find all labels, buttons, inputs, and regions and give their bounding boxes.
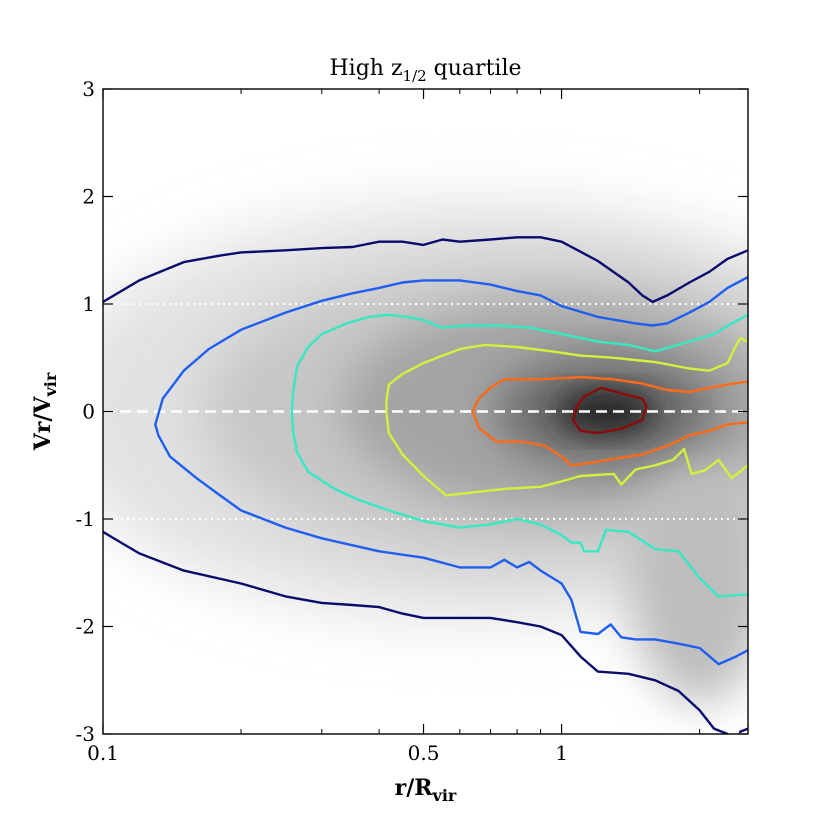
contour-lines [103, 236, 748, 734]
y-tick-label: 3 [82, 77, 95, 101]
y-axis-label: Vr/Vvir [30, 372, 60, 451]
density-tail [629, 463, 748, 704]
x-axis-label-subscript: vir [432, 786, 457, 805]
chart-title-suffix: quartile [427, 56, 522, 81]
plot-frame [102, 88, 749, 735]
contour-level-3-segment-0 [290, 313, 748, 598]
chart-title-subscript: 1/2 [403, 67, 427, 85]
y-tick-label: -3 [76, 722, 95, 746]
y-tick-label: -2 [76, 615, 95, 639]
contour-level-2-segment-0 [154, 275, 748, 666]
y-tick-label: -1 [76, 507, 95, 531]
y-axis-label-main: Vr/V [30, 396, 56, 452]
y-tick-label: 0 [82, 400, 95, 424]
chart-title: High z1/2 quartile [329, 56, 521, 85]
contour-level-4-segment-0 [385, 337, 748, 497]
y-tick-label: 2 [82, 185, 95, 209]
x-tick-label: 1 [555, 741, 568, 765]
x-tick-label: 0.1 [87, 741, 119, 765]
y-axis-label-subscript: vir [41, 372, 60, 397]
contour-level-1-segment-0 [103, 236, 748, 304]
contour-level-1-segment-2 [738, 727, 748, 734]
y-tick-label: 1 [82, 292, 95, 316]
contour-level-6-segment-0 [572, 386, 648, 435]
reference-lines [103, 303, 748, 520]
x-axis-label-main: r/R [395, 775, 434, 801]
x-tick-label: 0.5 [408, 741, 440, 765]
chart-title-main: High z [329, 56, 402, 81]
contour-level-5-segment-0 [471, 375, 748, 467]
contour-level-1-segment-1 [103, 530, 729, 734]
x-axis-label: r/Rvir [395, 775, 457, 805]
